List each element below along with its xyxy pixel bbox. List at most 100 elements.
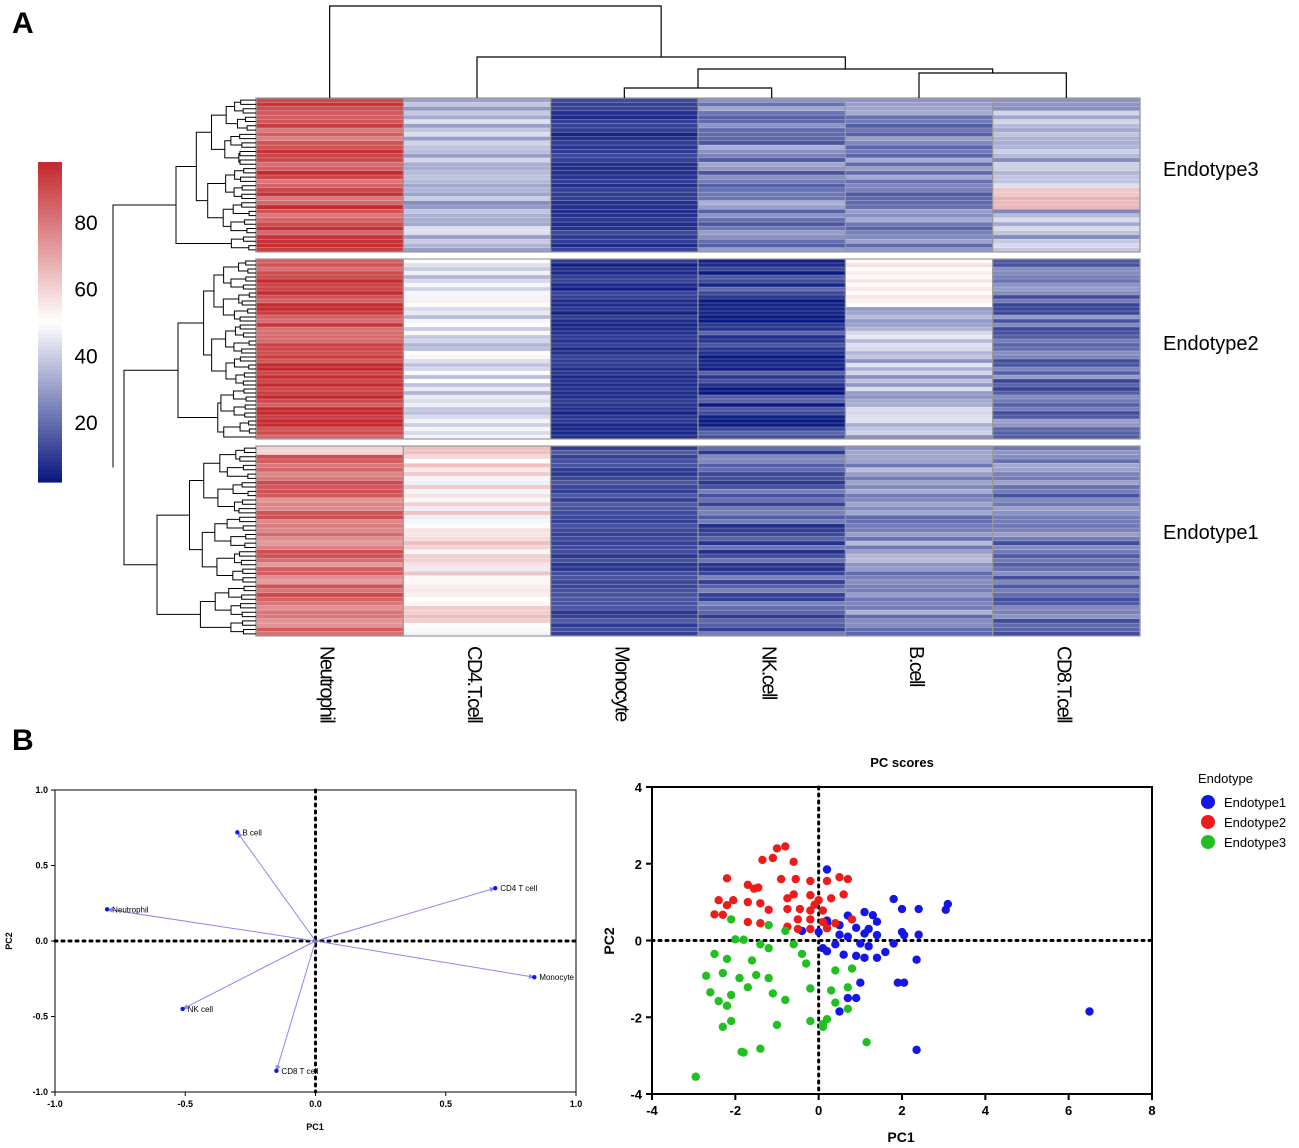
pc-scores-x-tick-label: 4 — [982, 1103, 990, 1118]
heatmap-cell — [403, 476, 551, 481]
heatmap-cell — [992, 351, 1141, 356]
heatmap-cell — [992, 283, 1141, 288]
dendrogram-branch — [244, 542, 256, 548]
dendrogram-branch — [242, 380, 256, 386]
dendrogram-branch — [225, 106, 238, 125]
color-scale-step — [38, 422, 62, 427]
heatmap-cell — [403, 175, 551, 180]
heatmap-cell — [698, 157, 846, 163]
heatmap-cell — [256, 136, 404, 141]
pc-score-point-endotype3 — [756, 940, 765, 949]
pc-score-point-endotype1 — [843, 993, 853, 1003]
heatmap-cell — [992, 523, 1141, 529]
color-scale-step — [38, 170, 62, 175]
heatmap-cell — [550, 566, 699, 572]
heatmap-cell — [403, 549, 551, 555]
pc-score-point-endotype3 — [739, 935, 748, 944]
color-scale-step — [38, 402, 62, 407]
dendrogram-branch — [242, 284, 256, 290]
heatmap-cell — [992, 234, 1141, 240]
heatmap-cell — [550, 259, 699, 264]
heatmap-cell — [698, 618, 846, 624]
heatmap-cell — [845, 588, 993, 593]
color-scale-step — [38, 226, 62, 231]
color-scale-step — [38, 342, 62, 347]
dendrogram-branch — [230, 622, 244, 633]
dendrogram-branch — [239, 324, 256, 330]
heatmap-cell — [698, 307, 846, 312]
heatmap-cell — [992, 549, 1141, 555]
pc-score-point-endotype1 — [868, 910, 878, 920]
loading-vector — [315, 940, 535, 978]
color-scale-step — [38, 350, 62, 355]
loading-point — [180, 1006, 185, 1012]
heatmap-cell — [845, 162, 993, 167]
heatmap-cell — [698, 463, 846, 468]
heatmap-cell — [698, 427, 846, 432]
heatmap-cell — [698, 267, 846, 272]
pc-score-point-endotype3 — [731, 935, 740, 944]
heatmap-cell — [845, 123, 993, 129]
heatmap-cell — [698, 136, 846, 141]
heatmap-cell — [845, 145, 993, 150]
heatmap-cell — [698, 519, 846, 524]
heatmap-cell — [992, 339, 1141, 344]
pc-score-point-endotype3 — [710, 949, 719, 959]
pc-score-point-endotype3 — [691, 1072, 700, 1081]
dendrogram-branch — [230, 136, 242, 146]
heatmap-cell — [550, 119, 699, 124]
heatmap-cell — [403, 375, 551, 380]
heatmap-cell — [992, 319, 1141, 324]
heatmap-cell — [845, 407, 993, 412]
heatmap-cell — [403, 541, 551, 546]
heatmap-cell — [845, 536, 993, 542]
color-scale-step — [38, 282, 62, 287]
heatmap-cell — [403, 179, 551, 184]
pc-score-point-endotype3 — [751, 970, 761, 980]
pc-score-point-endotype2 — [806, 891, 815, 900]
heatmap-cell — [256, 391, 404, 396]
pc-score-point-endotype1 — [864, 942, 873, 951]
heatmap-cell — [256, 343, 404, 348]
heatmap-cell — [992, 597, 1141, 602]
heatmap-cell — [550, 419, 699, 424]
heatmap-cell — [403, 222, 551, 227]
dendrogram-branch — [232, 570, 243, 581]
heatmap-cell — [845, 427, 993, 432]
heatmap-cell — [992, 379, 1141, 384]
heatmap-cell — [403, 597, 551, 602]
heatmap-cell — [845, 226, 993, 231]
heatmap-cell — [256, 166, 404, 171]
heatmap-cell — [256, 287, 404, 292]
heatmap-cell — [403, 446, 551, 451]
heatmap-cell — [403, 247, 551, 253]
heatmap-cell — [992, 387, 1141, 392]
heatmap-cell — [845, 175, 993, 180]
heatmap-cell — [992, 463, 1141, 468]
heatmap-cell — [256, 192, 404, 197]
heatmap-cell — [550, 627, 699, 632]
heatmap-cell — [256, 98, 404, 103]
heatmap-cell — [992, 391, 1141, 396]
pc-score-point-endotype2 — [722, 874, 732, 883]
heatmap-cell — [256, 497, 404, 503]
color-scale-step — [38, 366, 62, 371]
heatmap-cell — [698, 510, 846, 516]
heatmap-cell — [992, 497, 1141, 503]
heatmap-cell — [992, 162, 1141, 167]
heatmap-cell — [698, 367, 846, 372]
dendrogram-branch — [220, 394, 235, 412]
heatmap-cell — [550, 427, 699, 432]
heatmap-cell — [698, 391, 846, 396]
heatmap-cell — [403, 140, 551, 146]
heatmap-cell — [256, 140, 404, 146]
loading-point-label: CD8 T cell — [281, 1067, 318, 1076]
heatmap-cell — [698, 601, 846, 606]
pc-score-point-endotype3 — [735, 973, 744, 983]
heatmap-cell — [403, 226, 551, 231]
dendrogram-branch — [240, 176, 256, 182]
heatmap-cell — [992, 335, 1141, 340]
heatmap-cell — [845, 371, 993, 376]
heatmap-cell — [698, 98, 846, 103]
heatmap-cell — [845, 335, 993, 340]
